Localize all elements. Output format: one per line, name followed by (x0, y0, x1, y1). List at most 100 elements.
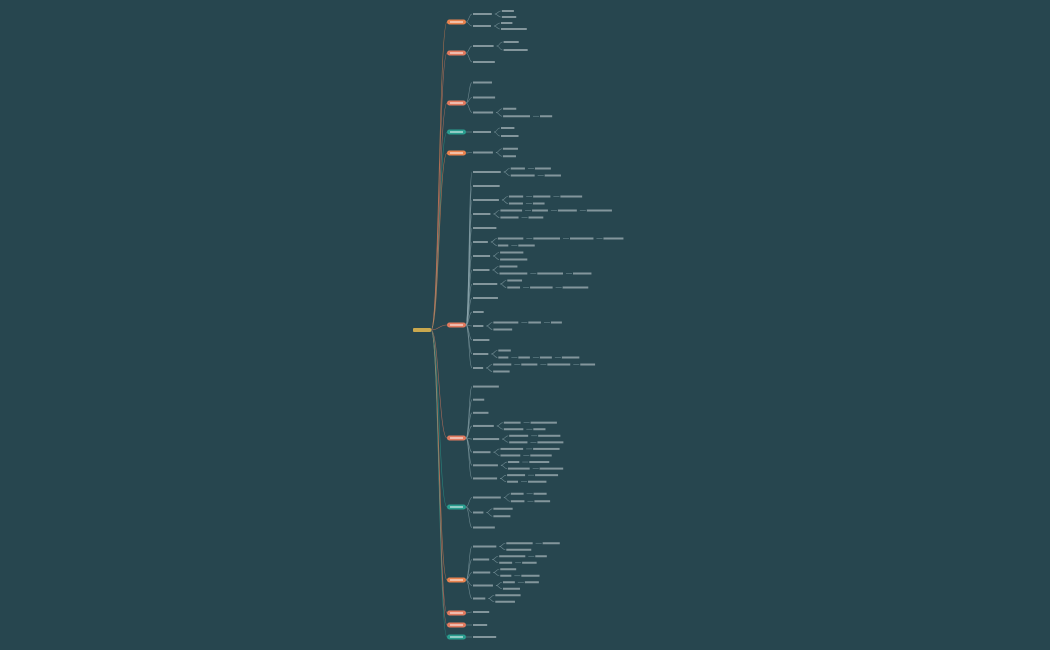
topic-text (473, 526, 495, 529)
topic-text (510, 167, 525, 170)
topic-text (507, 480, 519, 483)
branch-text (450, 636, 463, 638)
topic-text (509, 441, 528, 444)
topic-text (500, 568, 517, 571)
topic-text (530, 454, 552, 457)
topic-text (473, 398, 485, 401)
topic-text (502, 155, 516, 158)
topic-text (493, 321, 519, 324)
connector (465, 437, 473, 479)
topic-text (473, 411, 489, 414)
connector (488, 598, 495, 603)
connector (493, 131, 501, 137)
connector (495, 152, 502, 157)
branch-text (450, 52, 463, 54)
connector (493, 213, 500, 218)
topic-text (537, 272, 564, 275)
connector (430, 329, 448, 439)
connector (465, 297, 473, 326)
topic-text (473, 131, 491, 133)
topic-text (473, 81, 492, 84)
topic-text (507, 467, 530, 470)
branch-text (450, 579, 463, 581)
topic-text (538, 434, 561, 437)
topic-text (473, 25, 491, 27)
topic-text (500, 454, 521, 457)
topic-text (473, 311, 484, 313)
topic-text (497, 244, 509, 247)
topic-text (586, 209, 612, 212)
connector (491, 353, 498, 358)
branch-text (450, 324, 463, 326)
topic-text (539, 115, 553, 118)
connector (492, 559, 499, 564)
topic-text (507, 461, 520, 464)
topic-text (473, 367, 484, 369)
topic-text (500, 258, 528, 261)
topic-text (521, 363, 538, 366)
topic-text (534, 500, 551, 503)
topic-text (493, 328, 513, 331)
topic-text (499, 265, 518, 268)
topic-text (500, 574, 512, 577)
connector (465, 559, 473, 581)
topic-text (473, 199, 499, 201)
topic-text (533, 428, 546, 431)
connector (430, 52, 448, 331)
topic-text (561, 356, 580, 359)
topic-text (533, 447, 560, 450)
connector (496, 45, 503, 51)
connector (493, 255, 500, 260)
branch-text (450, 624, 463, 626)
topic-text (539, 356, 552, 359)
topic-text (533, 237, 561, 240)
topic-text (521, 574, 540, 577)
topic-text (570, 237, 594, 240)
topic-text (498, 349, 511, 352)
topic-text (473, 571, 491, 574)
topic-text (473, 438, 500, 441)
topic-text (500, 28, 527, 30)
connector (496, 425, 503, 430)
connector (430, 329, 448, 508)
topic-text (502, 587, 520, 590)
topic-text (507, 474, 526, 477)
connector (465, 324, 473, 369)
topic-text (528, 216, 544, 219)
branch-text (450, 506, 463, 508)
connector (465, 97, 473, 104)
topic-text (473, 111, 494, 114)
topic-text (499, 561, 513, 564)
topic-text (501, 10, 514, 12)
root-node (413, 328, 431, 332)
topic-text (473, 283, 498, 285)
topic-text (473, 597, 486, 600)
connector (492, 269, 499, 274)
topic-text (473, 584, 493, 587)
topic-text (493, 370, 510, 373)
topic-text (499, 272, 528, 275)
branch-text (450, 21, 463, 23)
topic-text (473, 61, 495, 63)
connector (501, 199, 508, 204)
connector (493, 451, 500, 456)
topic-text (530, 421, 557, 424)
topic-text (473, 477, 498, 480)
topic-text (500, 251, 524, 254)
connector (486, 325, 493, 330)
topic-text (557, 209, 577, 212)
topic-text (473, 45, 494, 47)
topic-text (501, 16, 517, 18)
connector (465, 21, 473, 27)
topic-text (580, 363, 596, 366)
topic-text (497, 237, 524, 240)
topic-text (503, 41, 519, 43)
topic-text (506, 548, 532, 551)
topic-text (473, 545, 497, 548)
connector (493, 572, 500, 577)
topic-text (510, 174, 535, 177)
connector (503, 171, 510, 176)
topic-text (500, 22, 513, 24)
topic-text (507, 279, 523, 282)
